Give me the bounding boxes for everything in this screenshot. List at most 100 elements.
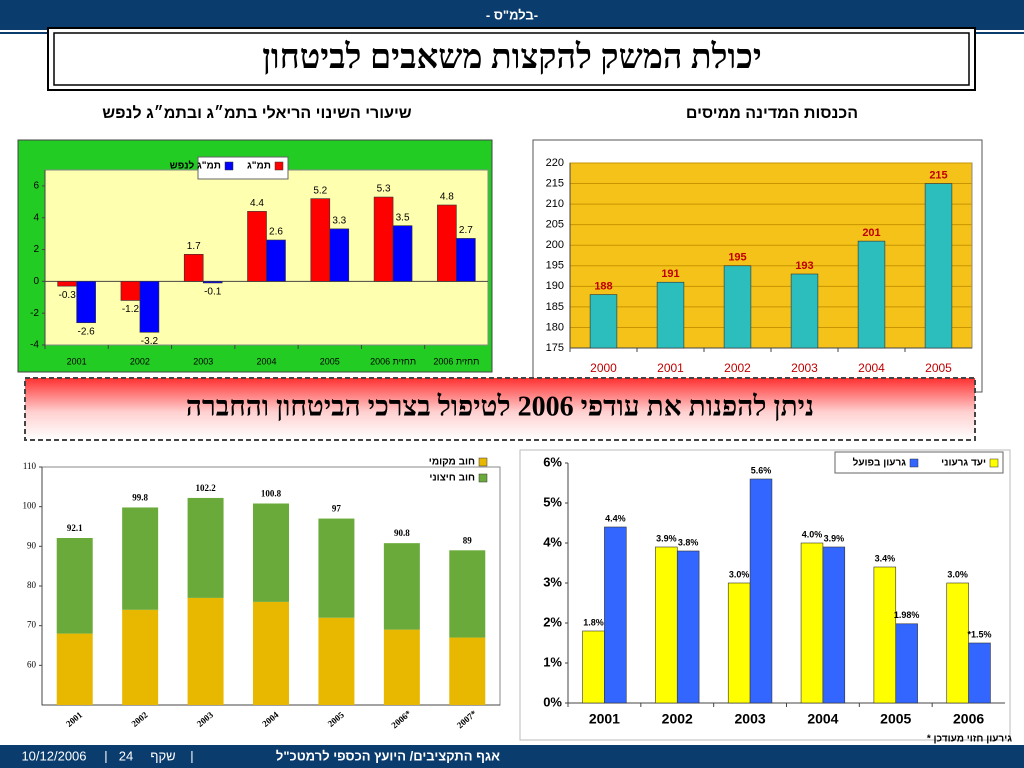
value-label: *1.5% — [967, 629, 991, 639]
value-label: 5.3 — [377, 184, 391, 195]
y-tick-label: 220 — [546, 157, 564, 169]
bar — [266, 239, 286, 282]
bar — [790, 273, 819, 349]
plot-area — [569, 162, 973, 349]
bar — [924, 183, 953, 349]
bar-segment — [56, 538, 93, 634]
x-tick-label: תחזית 2006 — [370, 356, 416, 366]
footer-org: אגף התקציבים/ היועץ הכספי לרמטכ"ל — [276, 748, 500, 763]
plot-area — [568, 463, 1005, 703]
value-label: 3.9% — [656, 533, 677, 543]
bar-segment — [318, 518, 355, 618]
chart-title: שיעורי השינוי הריאלי בתמ״ג ובתמ״ג לנפש — [102, 104, 412, 122]
bar-segment — [122, 507, 159, 610]
legend-box — [834, 451, 1004, 474]
legend-swatch — [478, 457, 488, 467]
x-tick-label: 2005 — [320, 356, 340, 366]
x-tick-label: 2001 — [67, 356, 87, 366]
total-label: 92.1 — [67, 523, 83, 533]
footer-separator: | — [190, 748, 193, 763]
bar — [202, 281, 223, 284]
y-tick-label: 0% — [543, 694, 562, 709]
bar — [582, 630, 605, 704]
value-label: 195 — [728, 252, 746, 264]
x-tick-label: 2003 — [193, 356, 213, 366]
legend-swatch — [989, 458, 999, 468]
y-tick-label: 60 — [27, 659, 37, 669]
bar — [857, 240, 886, 349]
charts: -4 -2 0 2 4 6 2001 -0.3 -2.6 2002 -1.2 -3.2 2003 1.7 -… — [23, 156, 1005, 730]
value-label: 3.9% — [824, 533, 845, 543]
bar — [656, 281, 685, 349]
bar — [800, 542, 824, 704]
slide-title: יכולת המשק להקצות משאבים לביטחון — [262, 39, 762, 76]
bar — [437, 204, 457, 282]
bar-segment — [187, 497, 224, 598]
legend-swatch — [274, 161, 284, 171]
y-tick-label: 6% — [543, 454, 562, 469]
value-label: 5.2 — [313, 185, 327, 196]
x-tick-label: 2000 — [590, 361, 617, 375]
x-tick-label: 2001 — [589, 711, 620, 727]
value-label: 215 — [929, 169, 947, 181]
y-tick-label: 215 — [546, 177, 564, 189]
y-tick-label: -2 — [30, 308, 39, 319]
total-label: 99.8 — [132, 493, 148, 503]
y-tick-label: 70 — [27, 620, 37, 630]
y-tick-label: 4 — [33, 212, 39, 223]
value-label: -0.3 — [59, 290, 77, 301]
legend-box — [197, 156, 289, 180]
bar — [676, 550, 700, 704]
legend-label: תמ"ג — [247, 161, 271, 172]
y-tick-label: 4% — [543, 534, 562, 549]
value-label: 193 — [795, 260, 813, 272]
title-frame-inner — [53, 32, 970, 86]
y-tick-label: 200 — [546, 239, 564, 251]
bar — [723, 265, 752, 349]
bar-segment — [383, 543, 420, 630]
value-label: -1.2 — [122, 304, 140, 315]
legend-label: חוב מקומי — [429, 457, 475, 468]
bar — [655, 546, 678, 704]
y-tick-label: -4 — [30, 340, 39, 351]
y-tick-label: 2 — [33, 244, 39, 255]
bar — [946, 582, 969, 704]
value-label: 1.7 — [187, 241, 201, 252]
bar-segment — [56, 633, 93, 705]
total-label: 97 — [332, 504, 342, 514]
bar-segment — [187, 597, 224, 705]
bar — [392, 225, 413, 282]
y-tick-label: 80 — [27, 580, 37, 590]
x-tick-label: 2001 — [64, 709, 85, 729]
value-label: 1.8% — [583, 617, 604, 627]
banner-text: ניתן להפנות את עודפי 2006 לטיפול בצרכי ה… — [186, 391, 814, 422]
value-label: 4.4 — [250, 198, 264, 209]
x-tick-label: 2002 — [662, 711, 693, 727]
bar — [247, 211, 267, 282]
y-tick-label: 90 — [27, 540, 37, 550]
y-tick-label: 210 — [546, 198, 564, 210]
value-label: -3.2 — [141, 336, 159, 347]
bar — [57, 281, 77, 287]
footer-date: 10/12/2006 — [21, 748, 86, 763]
value-label: 188 — [594, 280, 612, 292]
bar — [589, 294, 618, 349]
bar-segment — [449, 637, 486, 705]
y-tick-label: 195 — [546, 260, 564, 272]
legend-swatch — [224, 161, 234, 171]
bar — [873, 566, 897, 704]
legend-label: תמ"ג לנפש — [170, 160, 221, 172]
value-label: 201 — [862, 227, 880, 239]
value-label: 1.98% — [894, 610, 920, 620]
legend-swatch — [909, 458, 919, 468]
banner-box — [24, 377, 976, 441]
bar — [822, 546, 846, 704]
bar — [310, 198, 331, 282]
footer-bar — [0, 745, 1024, 768]
legend-swatch — [478, 473, 488, 483]
value-label: 3.0% — [729, 569, 750, 579]
bar — [76, 281, 96, 324]
value-label: 3.4% — [875, 553, 896, 563]
value-label: 191 — [661, 268, 679, 280]
